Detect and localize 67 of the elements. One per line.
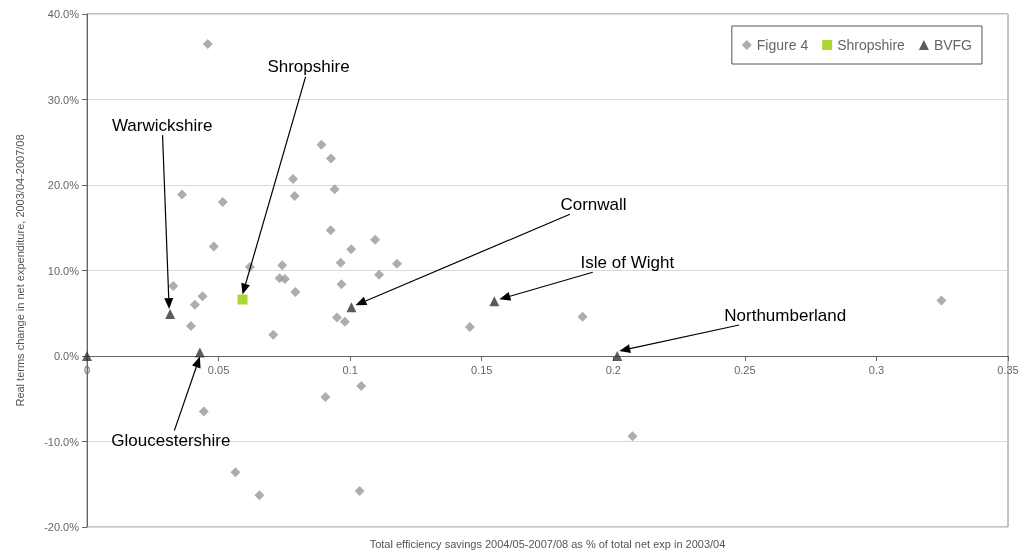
point: [346, 244, 357, 255]
point: [289, 191, 300, 202]
x-tick-label: 0.05: [207, 364, 230, 376]
x-tick-label: 0.25: [734, 364, 756, 376]
y-tick-label: 0.0%: [53, 350, 80, 362]
point: [176, 189, 187, 200]
annotation: Cornwall: [560, 194, 627, 214]
annotation: Shropshire: [267, 57, 350, 77]
y-axis-title: Real terms change in net expenditure, 2003/04-2007/08: [13, 134, 26, 407]
point: [268, 329, 279, 340]
point: [356, 380, 367, 391]
point: [279, 274, 290, 285]
point: [168, 280, 179, 291]
point: [237, 294, 248, 305]
point: [197, 291, 208, 302]
point: [331, 312, 342, 323]
point: [325, 153, 336, 164]
point: [185, 321, 196, 332]
x-axis-title: Total efficiency savings 2004/05-2007/08 as % of total net exp in 2003/04: [369, 538, 726, 550]
legend-label: Figure 4: [756, 37, 809, 53]
x-tick-label: 0.2: [605, 364, 621, 376]
point: [325, 225, 336, 236]
annotation: Isle of Wight: [580, 252, 675, 272]
point: [290, 286, 301, 297]
point: [208, 241, 219, 252]
y-tick-label: -10.0%: [44, 435, 80, 448]
point: [329, 184, 340, 195]
point: [189, 299, 200, 310]
point: [370, 234, 381, 245]
point: [464, 321, 475, 332]
point: [254, 490, 265, 501]
legend-label: Shropshire: [837, 37, 906, 53]
point: [320, 392, 331, 403]
x-tick-label: 0.35: [997, 364, 1019, 376]
point: [354, 486, 365, 497]
point: [489, 296, 500, 307]
point: [346, 302, 357, 313]
point: [577, 311, 588, 322]
y-tick-label: -20.0%: [44, 521, 80, 533]
point: [391, 258, 402, 269]
point: [335, 257, 346, 268]
point: [612, 351, 623, 361]
point: [165, 309, 176, 320]
point: [288, 174, 299, 185]
point: [230, 467, 241, 478]
annotation: Gloucestershire: [111, 431, 231, 451]
point: [374, 269, 385, 280]
y-tick-label: 20.0%: [47, 179, 80, 191]
y-tick-label: 10.0%: [47, 264, 80, 277]
y-tick-label: 40.0%: [47, 8, 80, 20]
point: [936, 295, 947, 306]
point: [194, 347, 205, 358]
point: [277, 260, 288, 271]
x-tick-label: 0.3: [868, 364, 885, 376]
point: [198, 406, 209, 417]
x-tick-label: 0.1: [342, 364, 358, 376]
point: [336, 279, 347, 290]
point: [316, 139, 327, 150]
x-tick-label: 0.15: [471, 364, 493, 376]
point: [627, 431, 638, 442]
point: [217, 197, 228, 208]
legend-label: BVFG: [933, 37, 973, 53]
annotation: Northumberland: [724, 305, 847, 325]
point: [202, 38, 213, 49]
y-tick-label: 30.0%: [47, 93, 80, 106]
annotation: Warwickshire: [111, 115, 213, 135]
point: [339, 316, 350, 327]
